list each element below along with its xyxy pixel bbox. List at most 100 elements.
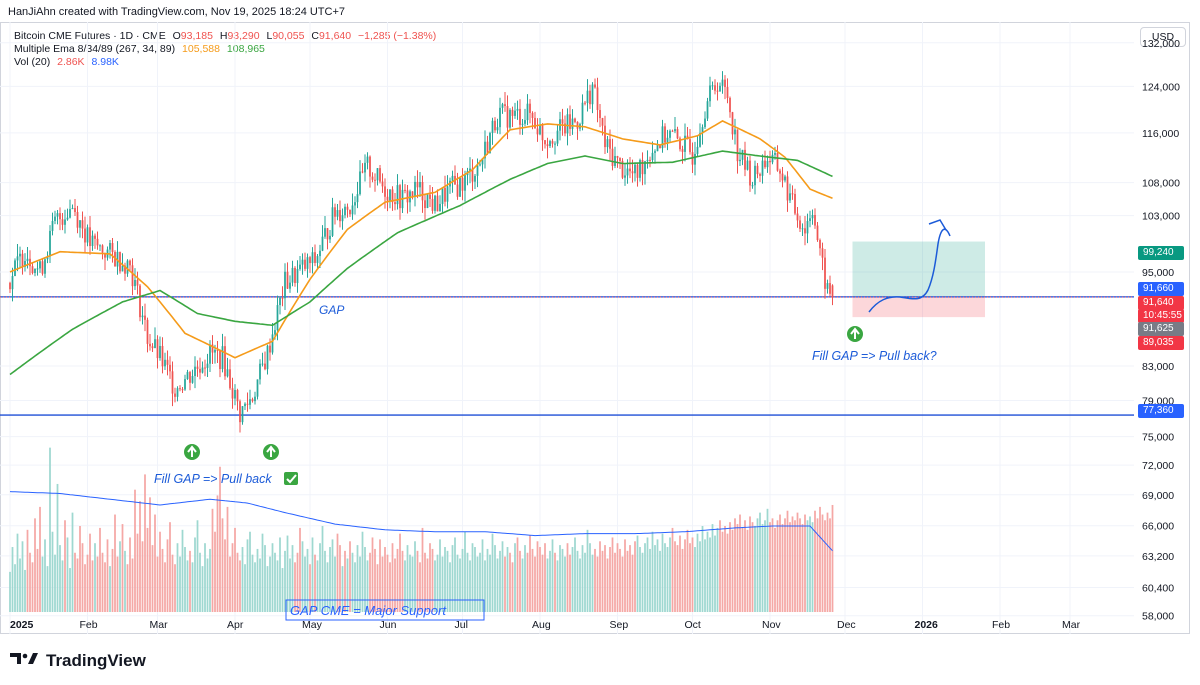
candle-body [219, 350, 221, 370]
volume-bar [399, 533, 401, 612]
candle-body [321, 236, 324, 251]
volume-bar [791, 516, 794, 612]
target-price-tag[interactable]: 99,240 [1138, 246, 1184, 260]
candle-body [404, 189, 406, 191]
candle-body [564, 123, 566, 134]
candle-body [81, 220, 84, 229]
volume-bar [46, 566, 49, 612]
candle-body [594, 84, 596, 88]
volume-bar [276, 560, 279, 612]
candle-body [669, 130, 671, 138]
volume-bar [706, 531, 709, 612]
last-price-tag[interactable]: 91,640 [1138, 296, 1184, 310]
volume-bar [691, 537, 694, 612]
candle-body [716, 90, 719, 92]
long-position-box[interactable] [852, 241, 986, 318]
volume-bar [749, 516, 751, 612]
support-level-tag[interactable]: 77,360 [1138, 404, 1184, 418]
price-tick-label: 72,000 [1142, 460, 1174, 472]
volume-bar [731, 529, 734, 612]
volume-bar [571, 547, 574, 612]
candle-body [274, 330, 276, 335]
candle-body [554, 143, 556, 145]
ema-label[interactable]: Multiple Ema 8/34/89 (267, 34, 89) [14, 43, 176, 55]
volume-bar [109, 566, 111, 612]
volume-bar [624, 539, 626, 612]
candle-body [101, 245, 104, 253]
volume-bar [134, 489, 136, 612]
volume-bar [651, 531, 654, 612]
candle-body [156, 339, 159, 359]
currency-button[interactable]: USD [1140, 27, 1186, 47]
price-tick-label: 60,400 [1142, 582, 1174, 594]
volume-label[interactable]: Vol (20) [14, 56, 51, 68]
volume-bar [659, 550, 661, 612]
volume-bar [469, 560, 471, 612]
volume-bar [96, 556, 99, 612]
volume-bar [179, 556, 181, 612]
candle-body [651, 152, 654, 161]
candle-body [544, 140, 546, 145]
volume-bar [396, 548, 399, 612]
candle-body [779, 170, 781, 174]
volume-bar [521, 558, 524, 612]
candle-body [671, 130, 674, 132]
volume-bar [476, 556, 479, 612]
candle-body [684, 135, 686, 152]
candle-body [751, 185, 754, 187]
volume-bar [264, 545, 266, 612]
candle-body [539, 125, 541, 135]
candle-body [284, 271, 286, 299]
candle-body [139, 285, 141, 318]
candle-body [734, 129, 736, 135]
time-axis[interactable]: 2025 Feb Mar Apr May Jun Jul Aug Sep Oct Nov Dec 202… [10, 619, 1081, 631]
volume-bar [394, 558, 396, 612]
volume-bar [681, 548, 684, 612]
volume-bar [49, 447, 51, 612]
tradingview-logo[interactable]: TradingView [10, 650, 146, 671]
candle-body [46, 256, 49, 260]
volume-bar [101, 552, 104, 612]
price-tick-label: 95,000 [1142, 267, 1174, 279]
gap-level-tag[interactable]: 91,660 [1138, 282, 1184, 296]
candle-body [741, 149, 744, 160]
volume-bar [71, 512, 74, 612]
volume-bar [314, 554, 316, 612]
candle-body [384, 186, 386, 197]
candle-body [306, 257, 309, 269]
volume-bar [106, 539, 109, 612]
volume-bar [19, 558, 21, 612]
candle-body [234, 389, 236, 399]
volume-value: 2.86K [57, 56, 85, 68]
volume-bar [704, 539, 706, 612]
volume-bar [754, 526, 756, 612]
volume-bar [59, 545, 61, 612]
price-axis[interactable]: 132,000 124,000 116,000 108,000 103,000 95,00… [1142, 38, 1180, 623]
volume-bar [254, 562, 256, 612]
volume-bar [429, 543, 431, 612]
volume-bar [816, 518, 819, 612]
volume-bar [821, 514, 824, 612]
symbol-name[interactable]: Bitcoin CME Futures · 1D · CME [14, 30, 166, 42]
candle-body [534, 117, 536, 129]
candle-body [431, 198, 434, 211]
candle-body [814, 214, 816, 226]
volume-bar [779, 514, 781, 612]
candle-body [266, 345, 269, 370]
stop-price-tag[interactable]: 89,035 [1138, 336, 1184, 350]
volume-bar [719, 520, 721, 612]
time-tick-label: Dec [837, 619, 856, 631]
candle-body [791, 193, 794, 195]
position-mid-tag[interactable]: 91,625 [1138, 322, 1184, 336]
volume-bar [789, 522, 791, 612]
candle-body [676, 129, 679, 139]
candle-body [379, 168, 381, 182]
candle-body [406, 190, 409, 203]
horizontal-lines[interactable] [0, 296, 1134, 416]
ema-89-line [9, 150, 833, 376]
candle-body [786, 176, 789, 201]
candle-body [429, 194, 431, 199]
candle-body [721, 79, 724, 86]
volume-bar [641, 552, 644, 612]
